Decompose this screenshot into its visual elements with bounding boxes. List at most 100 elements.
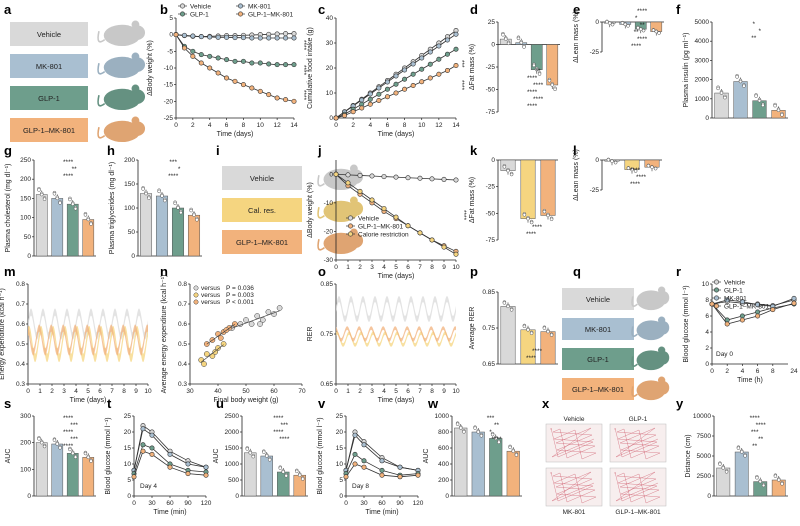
panel-label-t: t <box>107 396 112 411</box>
j-xtick-label: 8 <box>430 264 434 271</box>
g-bar-0 <box>35 194 48 257</box>
e-dot <box>639 27 643 31</box>
mouse-ear <box>131 84 140 93</box>
n-legend-versus: versus <box>201 299 221 306</box>
w-bar-0 <box>454 427 468 497</box>
l-dot <box>626 166 631 170</box>
panel-label-l: l <box>573 143 577 158</box>
k-ylabel: ΔFat mass (%) <box>469 177 476 223</box>
b-point <box>190 53 196 59</box>
t-point <box>131 474 137 480</box>
b-point <box>240 82 246 88</box>
v-xtick-label: 120 <box>413 500 424 507</box>
r-legend-marker <box>713 287 719 293</box>
b-sig-2: **** <box>300 90 307 101</box>
j-xtick-label: 1 <box>346 264 350 271</box>
h-sig-0: *** <box>169 159 177 166</box>
y-sig-0: **** <box>750 415 761 422</box>
panel-label-w: w <box>427 396 439 411</box>
y-dot <box>755 476 759 480</box>
h-dot <box>179 210 183 215</box>
e-dot <box>657 31 661 35</box>
k-ytick-label: 0 <box>491 157 495 164</box>
r-xtick-label: 2 <box>725 368 729 375</box>
m-xtick-label: 2 <box>50 388 54 395</box>
s-dot <box>42 444 47 449</box>
c-point <box>333 115 339 121</box>
panel-label-g: g <box>4 143 12 158</box>
p-ytick-label: 0.85 <box>482 289 495 296</box>
y-sig-2: *** <box>751 429 759 436</box>
m-xtick-label: 0 <box>26 388 30 395</box>
r-point <box>739 317 745 323</box>
panel-label-f: f <box>676 2 681 17</box>
l-dot <box>613 160 618 165</box>
j-xtick-label: 5 <box>394 264 398 271</box>
n-point <box>243 317 249 323</box>
r-point <box>724 297 730 303</box>
h-ytick-label: 50 <box>128 229 136 236</box>
j-point <box>417 175 423 181</box>
j-ytick-label: -30 <box>324 257 334 264</box>
w-bar-2 <box>489 438 503 497</box>
s-sig-0: **** <box>63 415 74 422</box>
p-dot <box>529 331 534 336</box>
c-point <box>444 37 450 43</box>
k-dot <box>506 168 510 173</box>
n-legend-marker <box>193 299 199 305</box>
o-xtick-label: 7 <box>418 388 422 395</box>
h-dot <box>144 191 148 196</box>
r-xtick-label: 8 <box>771 368 775 375</box>
u-ytick-label: 2000 <box>225 429 240 436</box>
h-bar-0 <box>139 193 153 257</box>
h-ylabel: Plasma triglycerides (mg dl⁻¹) <box>109 162 116 254</box>
w-sig-1: ** <box>494 422 500 429</box>
o-series-band-0 <box>336 296 456 322</box>
j-point <box>441 244 447 250</box>
b-point <box>274 35 280 41</box>
n-xtick-label: 30 <box>186 388 194 395</box>
n-point <box>217 335 224 341</box>
m-ytick-label: 0.5 <box>16 341 25 348</box>
b-ytick-label: -15 <box>164 82 174 89</box>
u-ytick-label: 500 <box>228 477 239 484</box>
v-ytick-label: 25 <box>336 413 344 420</box>
v-point <box>397 474 403 480</box>
j-ytick-label: -10 <box>324 200 334 207</box>
c-xlabel: Time (days) <box>378 131 415 138</box>
c-point <box>453 31 459 37</box>
t-ytick-label: 20 <box>124 429 132 436</box>
b-point <box>190 33 196 39</box>
c-point <box>410 61 416 67</box>
d-ytick-label: 25 <box>488 19 496 26</box>
t-point <box>140 426 146 432</box>
r-legend-entry: GLP-1–MK-801 <box>724 304 770 311</box>
k-dot <box>542 209 547 214</box>
g-dot <box>55 196 59 201</box>
c-xtick-label: 12 <box>435 122 443 129</box>
g-dot <box>37 188 41 192</box>
v-xtick-label: 90 <box>396 500 404 507</box>
m-xtick-label: 1 <box>38 388 42 395</box>
y-ylabel: Distance (cm) <box>685 434 692 477</box>
n-point <box>276 305 283 311</box>
f-dot <box>754 94 758 98</box>
j-xtick-label: 0 <box>334 264 338 271</box>
p-dot <box>546 329 550 334</box>
c-point <box>367 96 373 102</box>
g-bar-1 <box>51 198 64 257</box>
h-ytick-label: 150 <box>124 181 135 188</box>
j-point <box>441 176 447 182</box>
panel-label-q: q <box>573 264 581 279</box>
j-point <box>405 223 411 229</box>
k-bar-2 <box>540 159 556 216</box>
a-group-glp1-label: GLP-1 <box>38 94 60 103</box>
f-ytick-label: 3000 <box>695 57 710 64</box>
q-mouse-icon-mk801 <box>631 316 670 341</box>
mouse-head <box>657 290 670 305</box>
c-point <box>376 98 382 104</box>
b-point <box>249 35 255 41</box>
f-ytick-label: 5000 <box>695 19 710 26</box>
r-ytick-label: 0 <box>705 361 709 368</box>
m-ytick-label: 0.7 <box>16 301 25 308</box>
